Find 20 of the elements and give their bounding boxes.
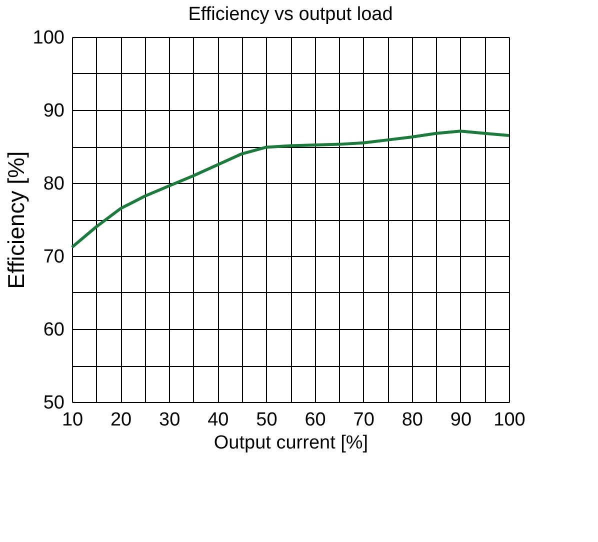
x-tick-label: 10 [62,410,84,430]
y-tick-label: 100 [32,28,64,48]
y-tick-label: 50 [43,392,64,414]
x-tick-label: 90 [450,410,472,430]
x-tick-label: 60 [304,410,326,430]
x-tick-label: 100 [494,410,526,430]
chart-title: Efficiency vs output load [188,4,393,25]
y-tick-label: 90 [43,100,64,122]
y-tick-label: 70 [43,246,64,268]
x-tick-label: 80 [402,410,423,430]
x-tick-label: 40 [208,410,229,430]
x-tick-label: 20 [110,410,132,430]
line-series [70,130,510,249]
y-tick-label: 60 [43,320,64,340]
x-tick-label: 70 [353,410,374,430]
y-tick-label: 80 [43,174,64,194]
x-tick-label: 50 [256,410,278,430]
x-tick-label: 30 [159,410,180,430]
x-axis-title: Output current [%] [214,432,368,454]
y-axis-title: Efficiency [%] [2,151,29,289]
